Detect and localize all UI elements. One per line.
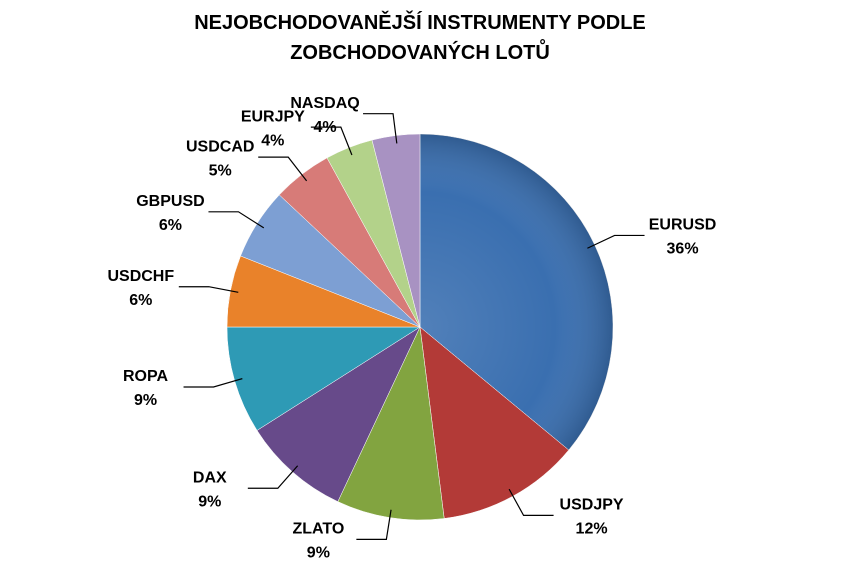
- chart-title: NEJOBCHODOVANĚJŠÍ INSTRUMENTY PODLE ZOBC…: [194, 12, 646, 64]
- slice-value-label: 12%: [576, 521, 608, 538]
- leader-line: [258, 156, 308, 182]
- slice-label: GBPUSD: [136, 193, 204, 210]
- leader-line: [208, 211, 265, 229]
- slice-label: NASDAQ: [290, 95, 359, 112]
- slice-label: EURJPY: [241, 108, 305, 125]
- slice-label: ROPA: [123, 368, 168, 385]
- slice-value-label: 4%: [313, 119, 336, 136]
- slice-label: EURUSD: [649, 217, 717, 234]
- slice-label: DAX: [193, 469, 227, 486]
- leader-line: [363, 113, 398, 144]
- slice-label: ZLATO: [292, 521, 344, 538]
- slice-value-label: 4%: [261, 132, 284, 149]
- slice-value-label: 6%: [159, 217, 182, 234]
- leader-line: [178, 286, 239, 293]
- slice-value-label: 9%: [134, 392, 157, 409]
- leader-line: [247, 465, 299, 489]
- slice-value-label: 9%: [198, 493, 221, 510]
- slice-value-label: 6%: [129, 292, 152, 309]
- leader-line: [310, 126, 353, 156]
- slice-value-label: 5%: [209, 162, 232, 179]
- slice-label: USDJPY: [560, 497, 624, 514]
- slice-value-label: 36%: [667, 241, 699, 258]
- slice-label: USDCAD: [186, 138, 254, 155]
- leader-line: [508, 488, 554, 517]
- slice-label: USDCHF: [107, 268, 174, 285]
- leader-line: [356, 509, 392, 540]
- leader-line: [587, 234, 645, 249]
- leader-line: [183, 378, 243, 388]
- slice-value-label: 9%: [307, 545, 330, 562]
